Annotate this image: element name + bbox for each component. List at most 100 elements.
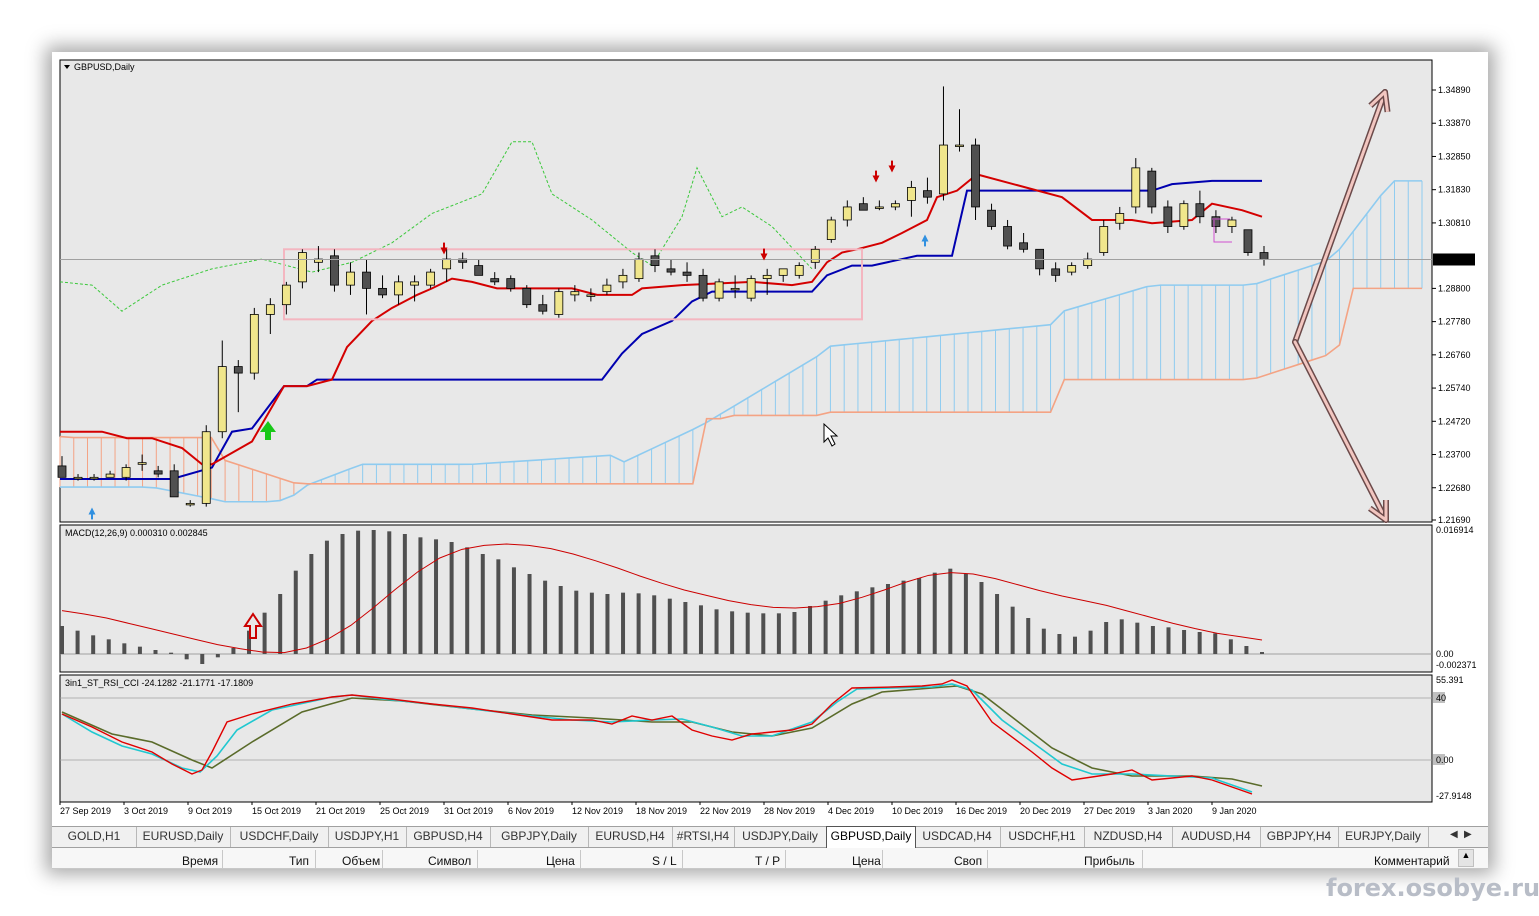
chart-tab[interactable]: GBPUSD,Daily [826, 826, 916, 848]
tab-scroll-right-icon[interactable]: ▶ [1464, 829, 1472, 840]
kumo-cloud [59, 180, 1423, 502]
macd-bar [589, 592, 594, 654]
date-tick-label: 20 Dec 2019 [1020, 806, 1071, 816]
chart-tab[interactable]: EURUSD,H4 [588, 827, 673, 847]
chart-tab[interactable]: USDJPY,H1 [328, 827, 407, 847]
macd-bar [808, 606, 813, 654]
chart-tab[interactable]: USDJPY,Daily [734, 827, 827, 847]
price-tick-label: 1.32850 [1438, 151, 1471, 161]
candle-body [1067, 265, 1077, 273]
column-separator[interactable] [785, 850, 786, 868]
price-box-label: 1.29687 [1436, 254, 1469, 264]
terminal-scroll-up-icon[interactable]: ▲ [1458, 849, 1474, 867]
chart-tab[interactable]: USDCHF,Daily [230, 827, 329, 847]
price-box-bg [1433, 253, 1475, 266]
macd-histogram [60, 530, 1264, 664]
candle-body [1003, 226, 1012, 247]
price-tick-label: 1.27780 [1438, 317, 1471, 327]
symbol-dropdown-icon [64, 65, 70, 69]
terminal-column-header[interactable]: Время [182, 854, 219, 868]
macd-bar [667, 598, 672, 654]
terminal-column-header[interactable]: Прибыль [1084, 854, 1135, 868]
terminal-column-header[interactable]: Комментарий [1374, 854, 1450, 868]
date-tick-label: 12 Nov 2019 [572, 806, 623, 816]
terminal-column-header[interactable]: Тип [289, 854, 310, 868]
chart-tab[interactable]: USDCAD,H4 [914, 827, 1001, 847]
candle-body [1243, 229, 1253, 253]
senkou-span-b [59, 287, 1422, 485]
chart-tab[interactable]: GBPJPY,H4 [1260, 827, 1339, 847]
macd-bar [621, 592, 626, 654]
macd-bar [1166, 627, 1171, 654]
chart-tab[interactable]: EURUSD,Daily [136, 827, 231, 847]
candle-body [842, 206, 852, 221]
macd-bar [247, 630, 252, 654]
tab-scroll-left-icon[interactable]: ◀ [1450, 829, 1458, 840]
kijun-sen [60, 179, 1262, 480]
macd-bar [605, 594, 610, 654]
osc-tick-label: -27.9148 [1436, 791, 1472, 801]
candle-body [746, 278, 756, 299]
macd-bar [371, 530, 376, 654]
terminal-column-header[interactable]: Цена [852, 854, 881, 868]
candle-body [522, 287, 532, 306]
candle-body [971, 144, 980, 208]
price-tick-label: 1.28800 [1438, 283, 1471, 293]
column-separator[interactable] [987, 850, 988, 868]
chart-area[interactable]: 1.34890 1.33870 1.32850 1.31830 1.30810 1.288… [52, 52, 1488, 826]
column-separator[interactable] [580, 850, 581, 868]
date-tick-label: 22 Nov 2019 [700, 806, 751, 816]
macd-bar [932, 572, 937, 654]
candle-body [394, 281, 403, 296]
column-separator[interactable] [882, 850, 883, 868]
terminal-window: 1.34890 1.33870 1.32850 1.31830 1.30810 1.288… [52, 52, 1488, 868]
chart-tab[interactable]: GBPUSD,H4 [406, 827, 491, 847]
candle-body [682, 271, 692, 276]
candle-body [570, 291, 580, 296]
chart-tab[interactable]: EURJPY,Daily [1338, 827, 1429, 847]
macd-bar [1135, 622, 1140, 654]
terminal-column-header[interactable]: Символ [428, 854, 472, 868]
column-separator[interactable] [222, 850, 223, 868]
terminal-column-header[interactable]: Своп [954, 854, 983, 868]
column-separator[interactable] [1142, 850, 1143, 868]
macd-bar [511, 567, 516, 654]
terminal-column-header[interactable]: S / L [652, 854, 677, 868]
chart-tab[interactable]: GOLD,H1 [52, 827, 137, 847]
chart-tab[interactable]: AUDUSD,H4 [1172, 827, 1261, 847]
column-separator[interactable] [382, 850, 383, 868]
macd-tick-label: 0.016914 [1436, 525, 1474, 535]
projection-down-arrow-head [1368, 499, 1388, 522]
price-tick-label: 1.31830 [1438, 185, 1471, 195]
symbol-label: GBPUSD,Daily [74, 62, 135, 72]
chart-tab[interactable]: GBPJPY,Daily [490, 827, 589, 847]
macd-bar [480, 554, 485, 654]
chart-tab[interactable]: NZDUSD,H4 [1084, 827, 1173, 847]
column-separator[interactable] [477, 850, 478, 868]
chart-tab[interactable]: #RTSI,H4 [672, 827, 735, 847]
macd-bar [496, 559, 501, 654]
terminal-column-header[interactable]: Объем [342, 854, 381, 868]
macd-bar [418, 537, 423, 654]
candle-body [201, 431, 211, 504]
terminal-column-header[interactable]: T / P [755, 854, 781, 868]
candles [57, 86, 1269, 507]
candle-body [1051, 268, 1061, 276]
chart-tab[interactable]: USDCHF,H1 [1000, 827, 1085, 847]
candle-body [762, 274, 772, 280]
macd-bar [1150, 626, 1155, 654]
macd-label: MACD(12,26,9) 0.000310 0.002845 [65, 528, 208, 538]
macd-tick-label: -0.002371 [1436, 660, 1477, 670]
date-tick-label: 21 Oct 2019 [316, 806, 365, 816]
macd-bar [636, 593, 641, 654]
column-separator[interactable] [315, 850, 316, 868]
candle-body [281, 284, 291, 306]
candle-body [794, 265, 804, 276]
candle-body [426, 271, 436, 286]
macd-bar [200, 654, 205, 664]
osc-pane [59, 674, 1433, 803]
terminal-column-header[interactable]: Цена [546, 854, 575, 868]
macd-bar [91, 635, 96, 654]
macd-bar [792, 612, 797, 654]
column-separator[interactable] [682, 850, 683, 868]
